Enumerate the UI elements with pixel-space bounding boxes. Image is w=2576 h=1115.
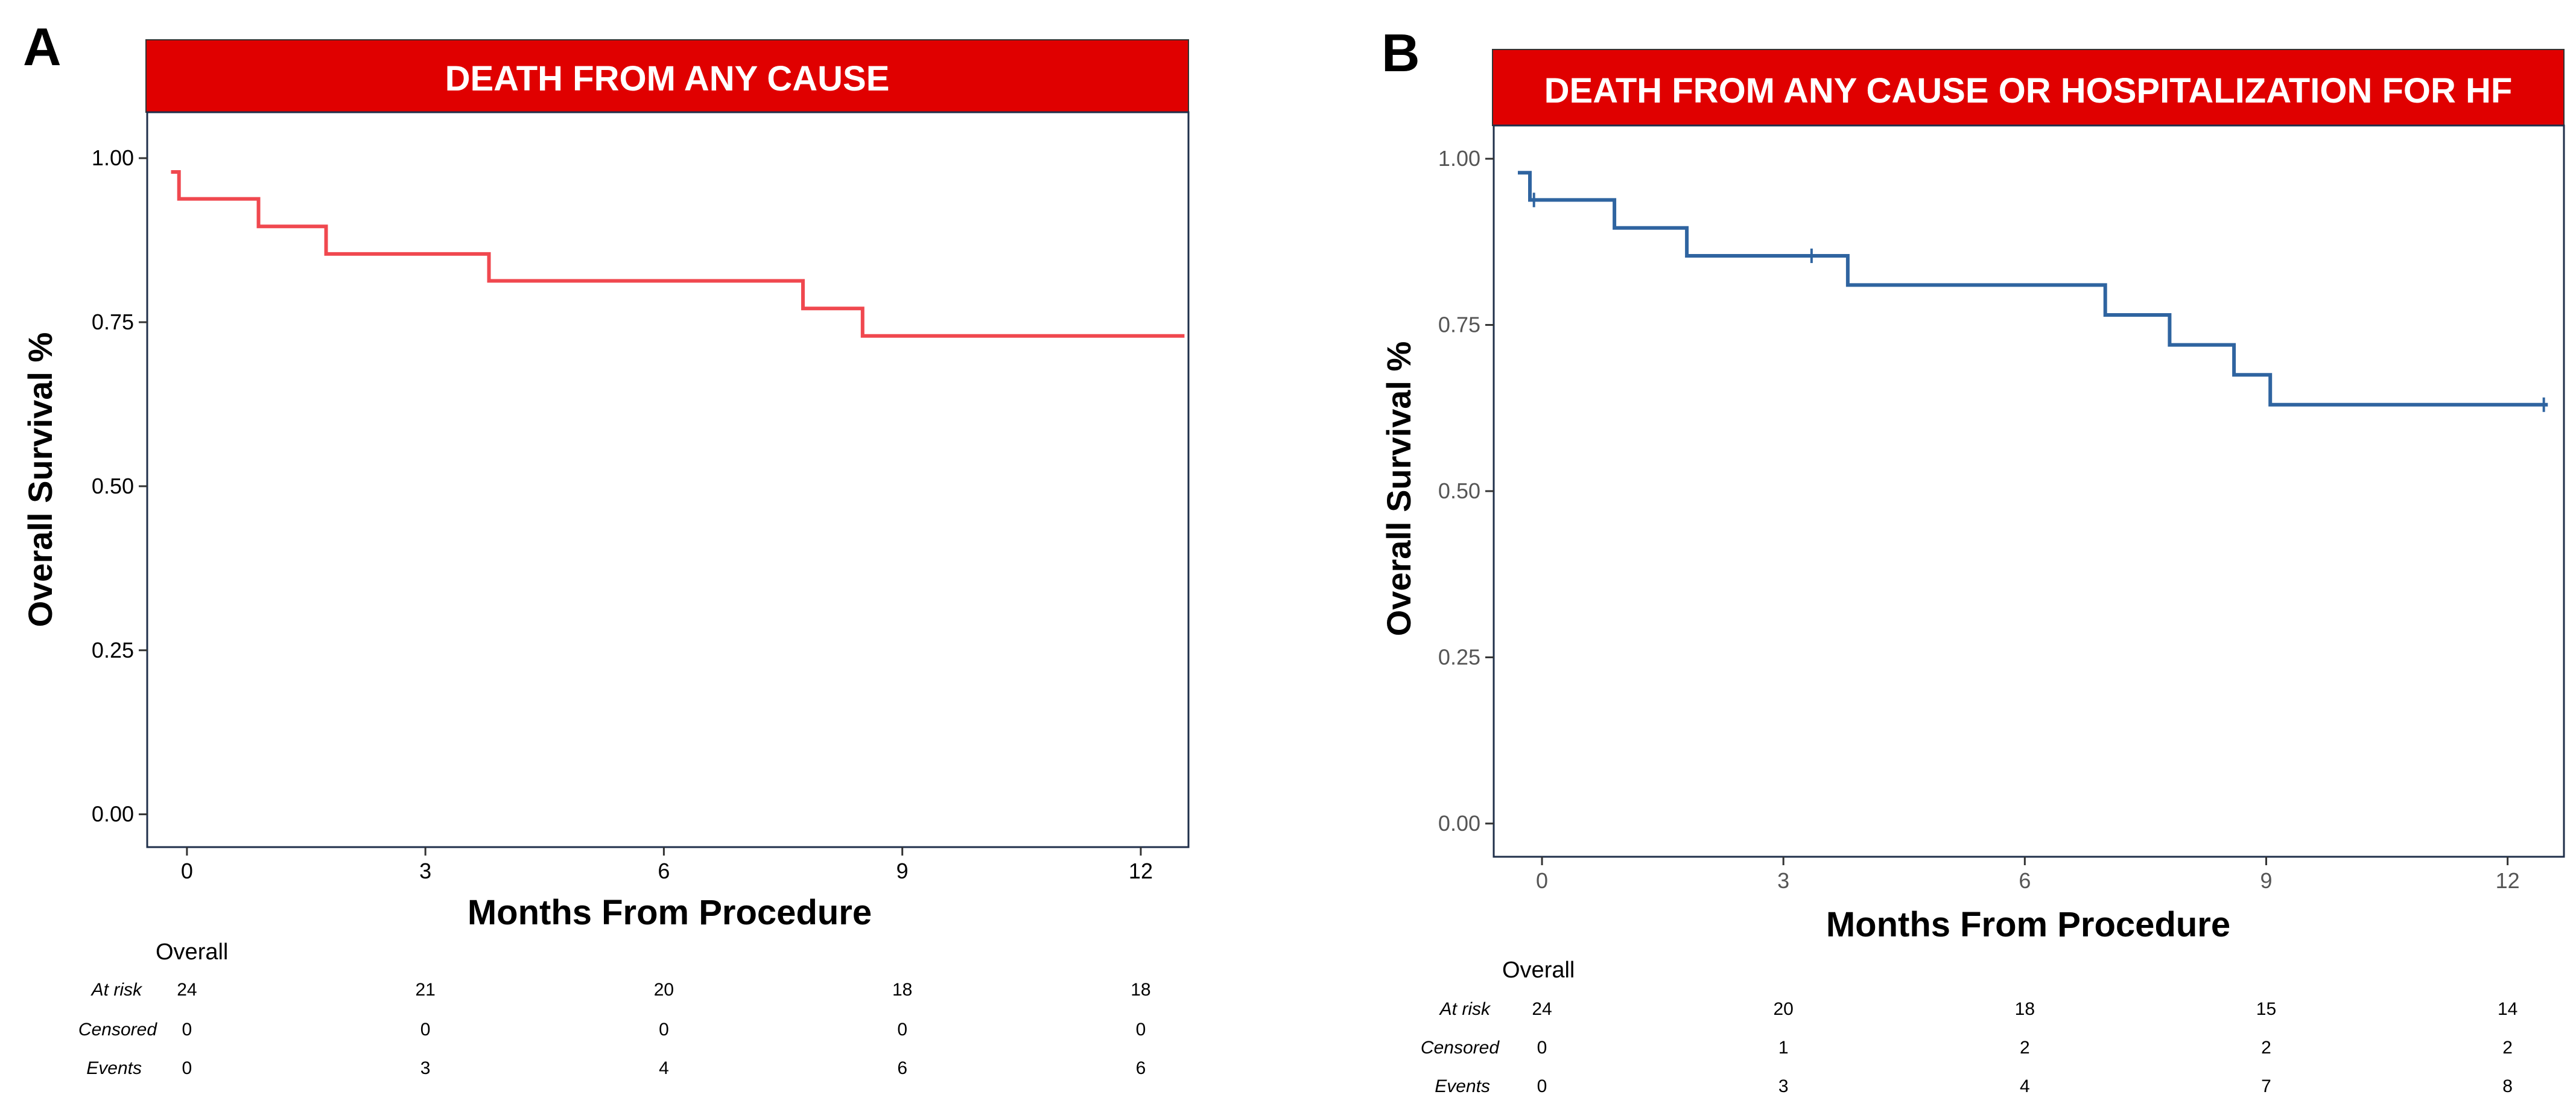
panel-b-letter: B [1382, 23, 1420, 83]
panel-a-title: DEATH FROM ANY CAUSE [445, 59, 890, 98]
risk-table-cell: 20 [654, 980, 674, 1000]
risk-table-cell: 2 [2020, 1038, 2030, 1058]
panel-a-risk-group: Overall [156, 939, 228, 965]
panel-b-risk-table: Overall At risk Censored Events 24 20 18 15… [1421, 958, 2517, 1096]
risk-table-cell: 20 [1773, 999, 1793, 1019]
risk-table-cell: 2 [2502, 1038, 2513, 1058]
panel-b-risk-values: 24 20 18 15 140 1 2 2 20 3 4 7 8 [1532, 999, 2517, 1096]
x-tick-label: 6 [2019, 868, 2031, 893]
risk-table-cell: 0 [659, 1020, 669, 1040]
x-tick-label: 3 [1777, 868, 1789, 893]
panel-a-curve [171, 170, 1185, 338]
risk-table-cell: 0 [897, 1020, 907, 1040]
risk-table-cell: 3 [420, 1058, 431, 1078]
x-tick-label: 0 [1536, 868, 1548, 893]
x-tick-label: 12 [2496, 868, 2520, 893]
panel-b-plot-frame [1493, 124, 2565, 858]
panel-a-risk-values: 24 21 20 18 18 0 0 0 0 0 0 3 4 6 6 [177, 980, 1150, 1078]
y-tick-label: 1.00 [92, 145, 134, 170]
risk-table-cell: 0 [1537, 1076, 1547, 1096]
x-tick-label: 0 [181, 859, 193, 883]
risk-table-cell: 3 [1778, 1076, 1789, 1096]
risk-table-cell: 24 [177, 980, 197, 1000]
panel-b-risk-label-censored: Censored [1421, 1038, 1500, 1058]
risk-table-cell: 7 [2261, 1076, 2271, 1096]
y-tick-label: 0.00 [92, 802, 134, 827]
panel-a-risk-label-at-risk: At risk [90, 980, 143, 1000]
risk-table-cell: 0 [182, 1058, 192, 1078]
panel-b-y-axis-label: Overall Survival % [1380, 341, 1418, 637]
risk-table-cell: 4 [659, 1058, 669, 1078]
risk-table-cell: 21 [415, 980, 435, 1000]
panel-a-plot-frame [146, 111, 1190, 848]
y-tick-label: 0.75 [92, 310, 134, 334]
risk-table-cell: 0 [182, 1020, 192, 1040]
panel-a-x-axis-label: Months From Procedure [468, 893, 872, 932]
risk-table-cell: 18 [892, 980, 912, 1000]
x-tick-label: 6 [658, 859, 670, 883]
y-tick-label: 0.25 [1438, 644, 1480, 669]
panel-b-risk-group: Overall [1502, 958, 1575, 983]
panel-a-risk-label-censored: Censored [78, 1020, 157, 1040]
panel-a-y-axis-label: Overall Survival % [21, 332, 59, 627]
risk-table-cell: 0 [1136, 1020, 1146, 1040]
risk-table-cell: 8 [2502, 1076, 2513, 1096]
panel-b-title: DEATH FROM ANY CAUSE OR HOSPITALIZATION … [1544, 71, 2513, 110]
x-tick-label: 9 [2260, 868, 2272, 893]
panel-b-curve [1518, 171, 2548, 412]
x-tick-label: 3 [419, 859, 431, 883]
y-tick-label: 0.75 [1438, 313, 1480, 337]
risk-table-cell: 14 [2498, 999, 2517, 1019]
risk-table-cell: 24 [1532, 999, 1552, 1019]
panel-b-risk-label-events: Events [1435, 1076, 1490, 1096]
risk-table-cell: 15 [2256, 999, 2276, 1019]
y-tick-label: 0.00 [1438, 811, 1480, 836]
y-tick-label: 0.25 [92, 638, 134, 662]
risk-table-cell: 0 [420, 1020, 431, 1040]
panel-a: A DEATH FROM ANY CAUSE 0.00 0.25 0.50 0.75 1… [21, 17, 1190, 1078]
y-tick-label: 0.50 [1438, 478, 1480, 503]
survival-curve [1518, 171, 2548, 407]
risk-table-cell: 2 [2261, 1038, 2271, 1058]
x-tick-label: 9 [896, 859, 909, 883]
panel-b-risk-label-at-risk: At risk [1439, 999, 1491, 1019]
survival-curve [171, 170, 1185, 338]
y-tick-label: 0.50 [92, 474, 134, 498]
risk-table-cell: 18 [1131, 980, 1150, 1000]
panel-b: B DEATH FROM ANY CAUSE OR HOSPITALIZATIO… [1380, 23, 2565, 1096]
panel-a-risk-table: Overall At risk Censored Events 24 21 20 18… [78, 939, 1151, 1078]
panel-a-risk-label-events: Events [86, 1058, 142, 1078]
risk-table-cell: 18 [2015, 999, 2035, 1019]
x-tick-label: 12 [1129, 859, 1153, 883]
panel-b-x-axis-label: Months From Procedure [1826, 905, 2230, 944]
risk-table-cell: 6 [1136, 1058, 1146, 1078]
y-tick-label: 1.00 [1438, 146, 1480, 171]
panel-a-axes: 0.00 0.25 0.50 0.75 1.00 0 3 6 9 12 [92, 145, 1153, 883]
panel-a-title-banner [145, 39, 1189, 113]
risk-table-cell: 1 [1778, 1038, 1789, 1058]
panel-b-axes: 0.00 0.25 0.50 0.75 1.00 0 3 6 9 12 [1438, 146, 2520, 893]
panel-a-letter: A [23, 17, 62, 77]
risk-table-cell: 0 [1537, 1038, 1547, 1058]
risk-table-cell: 4 [2020, 1076, 2030, 1096]
risk-table-cell: 6 [897, 1058, 907, 1078]
panel-b-title-banner [1492, 49, 2565, 126]
